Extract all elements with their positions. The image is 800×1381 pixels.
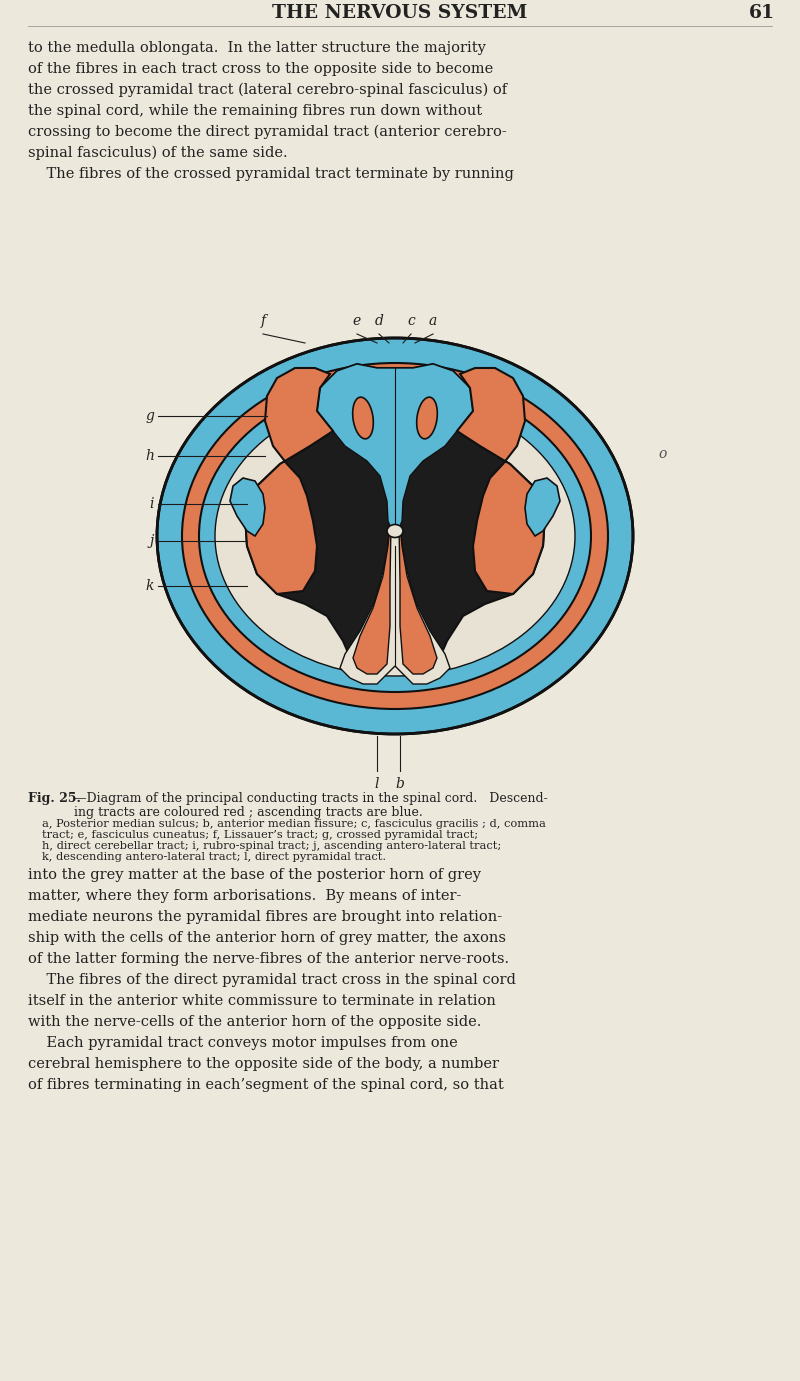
Polygon shape bbox=[353, 526, 391, 674]
Text: The fibres of the direct pyramidal tract cross in the spinal cord: The fibres of the direct pyramidal tract… bbox=[28, 974, 516, 987]
Text: ing tracts are coloured red ; ascending tracts are blue.: ing tracts are coloured red ; ascending … bbox=[74, 807, 422, 819]
Text: the spinal cord, while the remaining fibres run down without: the spinal cord, while the remaining fib… bbox=[28, 104, 482, 117]
Ellipse shape bbox=[417, 398, 438, 439]
Text: f: f bbox=[261, 313, 266, 329]
Ellipse shape bbox=[157, 338, 633, 733]
Text: of the fibres in each tract cross to the opposite side to become: of the fibres in each tract cross to the… bbox=[28, 62, 494, 76]
Polygon shape bbox=[245, 367, 333, 594]
Ellipse shape bbox=[199, 380, 591, 692]
Polygon shape bbox=[457, 367, 545, 594]
Text: a, Posterior median sulcus; b, anterior median fissure; c, fasciculus gracilis ;: a, Posterior median sulcus; b, anterior … bbox=[42, 819, 546, 829]
Text: k: k bbox=[146, 579, 154, 592]
Ellipse shape bbox=[182, 363, 608, 708]
Text: h, direct cerebellar tract; i, rubro-spinal tract; j, ascending antero-lateral t: h, direct cerebellar tract; i, rubro-spi… bbox=[42, 841, 502, 851]
Text: the crossed pyramidal tract (lateral cerebro-spinal fasciculus) of: the crossed pyramidal tract (lateral cer… bbox=[28, 83, 507, 98]
Text: k, descending antero-lateral tract; l, direct pyramidal tract.: k, descending antero-lateral tract; l, d… bbox=[42, 852, 386, 862]
Ellipse shape bbox=[387, 525, 403, 537]
Text: The fibres of the crossed pyramidal tract terminate by running: The fibres of the crossed pyramidal trac… bbox=[28, 167, 514, 181]
Text: of the latter forming the nerve-fibres of the anterior nerve-roots.: of the latter forming the nerve-fibres o… bbox=[28, 952, 509, 965]
Text: Fig. 25.: Fig. 25. bbox=[28, 791, 81, 805]
Text: with the nerve-cells of the anterior horn of the opposite side.: with the nerve-cells of the anterior hor… bbox=[28, 1015, 482, 1029]
Polygon shape bbox=[245, 365, 545, 678]
Text: Each pyramidal tract conveys motor impulses from one: Each pyramidal tract conveys motor impul… bbox=[28, 1036, 458, 1050]
Text: of fibres terminating in each’segment of the spinal cord, so that: of fibres terminating in each’segment of… bbox=[28, 1079, 504, 1092]
Text: a: a bbox=[429, 313, 437, 329]
Text: ship with the cells of the anterior horn of grey matter, the axons: ship with the cells of the anterior horn… bbox=[28, 931, 506, 945]
Text: g: g bbox=[145, 409, 154, 423]
Text: crossing to become the direct pyramidal tract (anterior cerebro-: crossing to become the direct pyramidal … bbox=[28, 126, 506, 139]
Text: mediate neurons the pyramidal fibres are brought into relation-: mediate neurons the pyramidal fibres are… bbox=[28, 910, 502, 924]
Text: b: b bbox=[395, 778, 405, 791]
Polygon shape bbox=[230, 478, 265, 536]
Polygon shape bbox=[340, 526, 450, 684]
Text: 61: 61 bbox=[749, 4, 775, 22]
Text: into the grey matter at the base of the posterior horn of grey: into the grey matter at the base of the … bbox=[28, 869, 481, 882]
Text: h: h bbox=[145, 449, 154, 463]
Text: THE NERVOUS SYSTEM: THE NERVOUS SYSTEM bbox=[272, 4, 528, 22]
Ellipse shape bbox=[215, 396, 575, 677]
Text: l: l bbox=[374, 778, 379, 791]
Text: matter, where they form arborisations.  By means of inter-: matter, where they form arborisations. B… bbox=[28, 889, 462, 903]
Ellipse shape bbox=[145, 326, 645, 746]
Text: to the medulla oblongata.  In the latter structure the majority: to the medulla oblongata. In the latter … bbox=[28, 41, 486, 55]
Polygon shape bbox=[317, 365, 473, 526]
Text: cerebral hemisphere to the opposite side of the body, a number: cerebral hemisphere to the opposite side… bbox=[28, 1056, 499, 1072]
Ellipse shape bbox=[353, 398, 374, 439]
Text: —Diagram of the principal conducting tracts in the spinal cord.   Descend-: —Diagram of the principal conducting tra… bbox=[74, 791, 548, 805]
Text: c: c bbox=[407, 313, 415, 329]
Text: i: i bbox=[150, 497, 154, 511]
Text: o: o bbox=[659, 447, 667, 461]
Text: itself in the anterior white commissure to terminate in relation: itself in the anterior white commissure … bbox=[28, 994, 496, 1008]
Polygon shape bbox=[399, 526, 437, 674]
Text: spinal fasciculus) of the same side.: spinal fasciculus) of the same side. bbox=[28, 146, 288, 160]
Text: j: j bbox=[150, 534, 154, 548]
Polygon shape bbox=[525, 478, 560, 536]
Text: tract; e, fasciculus cuneatus; f, Lissauer’s tract; g, crossed pyramidal tract;: tract; e, fasciculus cuneatus; f, Lissau… bbox=[42, 830, 478, 840]
Text: e: e bbox=[353, 313, 361, 329]
Text: d: d bbox=[374, 313, 383, 329]
